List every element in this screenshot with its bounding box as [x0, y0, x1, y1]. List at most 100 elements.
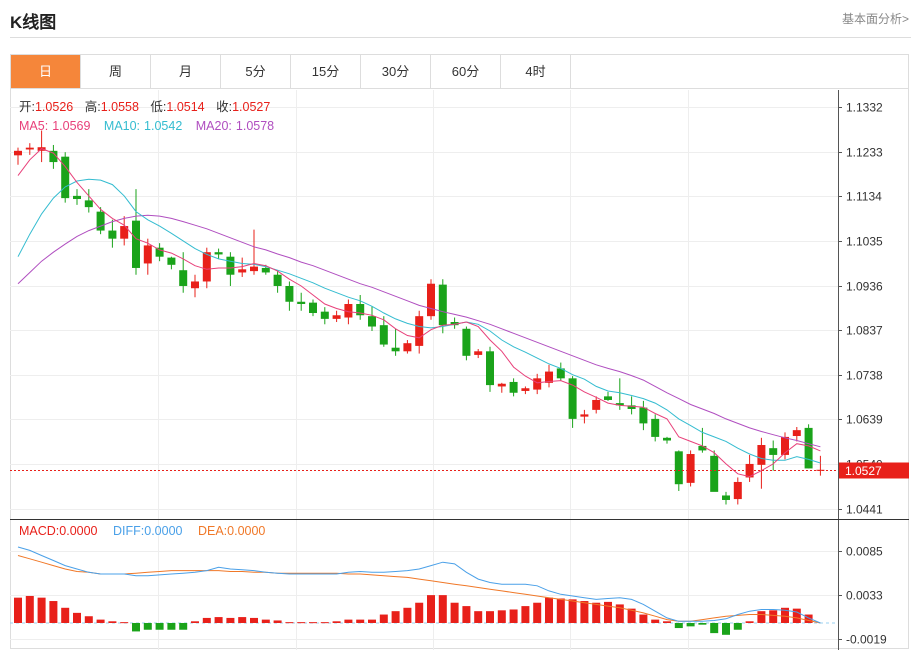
candle[interactable] [722, 491, 730, 505]
candle-body [25, 147, 34, 150]
ma-lines-layer [17, 148, 821, 478]
tab-month[interactable]: 月 [151, 55, 221, 88]
tab-15min[interactable]: 15分 [291, 55, 361, 88]
candle[interactable] [615, 378, 624, 410]
candle[interactable] [427, 279, 435, 320]
candle[interactable] [155, 243, 164, 262]
candle[interactable] [698, 427, 707, 453]
tab-5min[interactable]: 5分 [221, 55, 291, 88]
tab-day[interactable]: 日 [11, 55, 81, 88]
candle[interactable] [250, 229, 258, 275]
candle[interactable] [604, 391, 612, 401]
fundamental-analysis-link[interactable]: 基本面分析> [841, 12, 909, 26]
candle[interactable] [356, 294, 365, 320]
candle[interactable] [191, 274, 199, 298]
candle[interactable] [273, 271, 282, 293]
candle[interactable] [639, 400, 648, 431]
ma10-value: 1.0542 [144, 119, 182, 133]
macd-bar [320, 622, 329, 624]
candle[interactable] [450, 317, 459, 329]
candle[interactable] [533, 373, 542, 395]
close-value: 1.0527 [232, 100, 270, 114]
candle[interactable] [733, 477, 742, 505]
candle[interactable] [167, 256, 176, 270]
tab-30min[interactable]: 30分 [361, 55, 431, 88]
candle[interactable] [49, 144, 58, 169]
candle[interactable] [297, 292, 306, 311]
candle[interactable] [415, 310, 424, 354]
macd-histogram-layer [10, 595, 838, 635]
candle-body [438, 284, 447, 326]
candle[interactable] [745, 454, 754, 482]
candle[interactable] [379, 316, 388, 347]
tab-week[interactable]: 周 [81, 55, 151, 88]
candle-body [261, 267, 270, 273]
candle[interactable] [25, 143, 34, 155]
candle[interactable] [214, 248, 223, 259]
candle[interactable] [120, 216, 129, 246]
candle[interactable] [73, 189, 81, 205]
candle[interactable] [14, 147, 22, 165]
candle[interactable] [84, 189, 93, 213]
candle-body [556, 368, 565, 379]
candle-body [379, 325, 388, 345]
price-tick-label: 1.0837 [846, 324, 883, 338]
macd-bar [804, 614, 813, 623]
macd-bar [733, 622, 742, 630]
candle[interactable] [61, 152, 70, 203]
candle[interactable] [486, 346, 494, 392]
candle[interactable] [238, 257, 247, 277]
candle[interactable] [580, 409, 589, 424]
tab-60min[interactable]: 60分 [431, 55, 501, 88]
macd-bar [592, 602, 601, 623]
candle[interactable] [651, 414, 660, 442]
candle[interactable] [332, 310, 341, 323]
candle[interactable] [226, 252, 235, 286]
candle[interactable] [474, 349, 483, 359]
candle[interactable] [627, 396, 636, 415]
candle[interactable] [438, 279, 447, 334]
candle[interactable] [556, 362, 565, 381]
candle[interactable] [132, 189, 140, 275]
candle[interactable] [509, 378, 518, 397]
candle[interactable] [710, 450, 719, 492]
candle[interactable] [391, 328, 400, 356]
candle[interactable] [781, 432, 789, 460]
candle[interactable] [143, 238, 152, 275]
macd-bar [686, 622, 695, 627]
candle[interactable] [769, 440, 778, 471]
candle[interactable] [816, 455, 825, 476]
candle[interactable] [285, 281, 294, 311]
candle[interactable] [403, 340, 412, 354]
candle[interactable] [592, 396, 601, 414]
candle-body [781, 436, 789, 455]
candle-body [450, 322, 459, 326]
candle-body [356, 304, 365, 316]
candle-body [615, 403, 624, 406]
candle[interactable] [462, 326, 471, 361]
macd-bar [462, 606, 471, 623]
candle[interactable] [686, 450, 695, 487]
candle[interactable] [545, 364, 553, 388]
candle[interactable] [497, 382, 506, 393]
candle[interactable] [792, 426, 801, 442]
low-value: 1.0514 [166, 100, 204, 114]
candles-layer [14, 130, 825, 505]
candle[interactable] [37, 130, 46, 163]
candle[interactable] [309, 299, 317, 317]
macd-bar [261, 619, 270, 623]
macd-bar [167, 622, 176, 630]
candle[interactable] [663, 436, 671, 444]
candle[interactable] [96, 207, 105, 235]
candle[interactable] [320, 307, 329, 325]
candle-body [309, 302, 317, 314]
tab-4hour[interactable]: 4时 [501, 55, 571, 88]
candle-body [639, 407, 648, 424]
macd-bar [332, 621, 341, 623]
macd-bar [344, 619, 353, 623]
candle[interactable] [108, 219, 117, 248]
candle[interactable] [757, 437, 766, 489]
candle[interactable] [368, 306, 376, 332]
candle[interactable] [521, 386, 530, 395]
